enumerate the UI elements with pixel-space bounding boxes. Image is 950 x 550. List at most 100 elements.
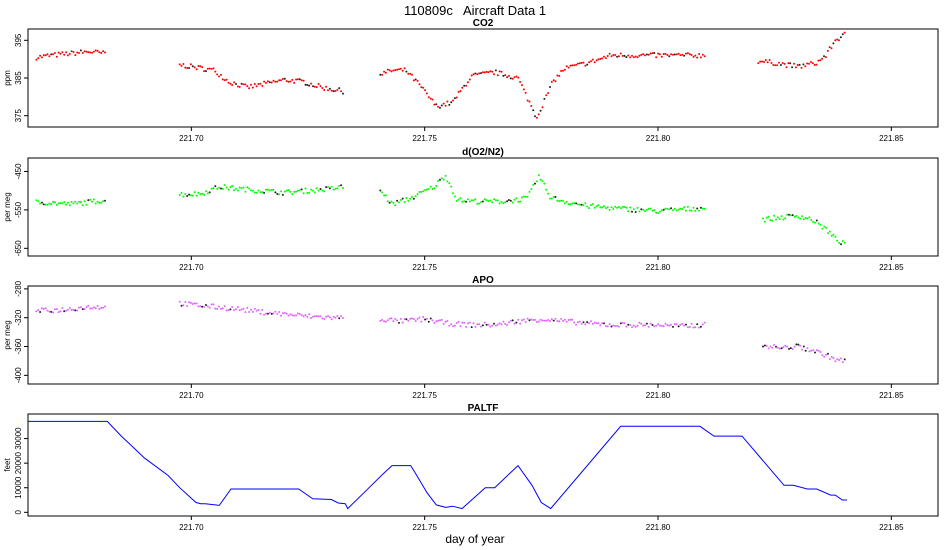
data-point [238, 309, 241, 312]
data-point [381, 73, 384, 76]
data-point [439, 178, 441, 181]
data-point [65, 203, 68, 206]
data-point [612, 208, 615, 210]
data-point [405, 70, 408, 73]
data-point [74, 200, 77, 203]
data-point [195, 68, 198, 71]
data-point [306, 315, 309, 318]
data-point [550, 80, 553, 83]
data-point [679, 323, 682, 326]
data-point [100, 306, 103, 309]
data-point [235, 83, 237, 85]
data-point [694, 209, 697, 212]
data-point [384, 320, 387, 323]
data-point [795, 343, 798, 346]
data-point [547, 319, 550, 321]
data-point [839, 36, 842, 39]
data-point [470, 326, 473, 329]
data-point [191, 303, 194, 305]
data-point [327, 315, 329, 318]
data-point [590, 204, 592, 206]
data-point [591, 322, 594, 325]
y-tick-label: -360 [14, 338, 23, 355]
data-point [608, 323, 611, 325]
data-point [203, 193, 206, 196]
data-point [778, 347, 781, 350]
data-point [466, 81, 469, 84]
data-point [379, 73, 382, 76]
data-point [699, 56, 702, 59]
data-point [390, 200, 393, 203]
data-point [629, 323, 632, 326]
data-point [203, 70, 206, 73]
data-point [491, 324, 494, 327]
data-point [263, 313, 266, 316]
data-point [53, 52, 56, 54]
data-point [504, 201, 507, 204]
data-point [50, 203, 53, 206]
data-point [629, 56, 632, 59]
data-point [265, 188, 267, 191]
data-point [468, 321, 471, 324]
data-point [453, 97, 456, 100]
data-point [446, 180, 449, 183]
data-point [765, 344, 768, 347]
data-point [500, 323, 503, 326]
data-point [319, 188, 322, 190]
data-point [496, 199, 499, 202]
data-point [442, 178, 445, 181]
data-point [70, 200, 73, 203]
data-point [240, 308, 243, 311]
data-point [830, 234, 833, 237]
data-point [507, 74, 510, 77]
data-point [295, 314, 298, 317]
data-point [483, 198, 486, 201]
data-point [429, 317, 432, 320]
data-point [42, 54, 45, 57]
data-point [532, 319, 535, 321]
data-point [85, 306, 88, 308]
data-point [782, 218, 785, 221]
data-point [259, 191, 262, 194]
data-point [448, 182, 451, 185]
data-point [647, 325, 650, 328]
data-point [35, 310, 38, 313]
data-point [104, 51, 106, 54]
data-point [498, 322, 501, 325]
x-tick-label: 221.85 [879, 523, 904, 532]
data-point [806, 62, 809, 65]
data-point [201, 66, 204, 69]
data-point [313, 85, 316, 88]
data-point [701, 323, 704, 326]
data-point [647, 53, 650, 56]
data-point [68, 204, 71, 207]
data-point [686, 326, 689, 329]
data-point [412, 197, 415, 200]
data-point [98, 307, 101, 310]
data-point [223, 305, 226, 308]
data-point [500, 70, 503, 73]
data-point [821, 57, 824, 60]
data-point [651, 324, 654, 326]
data-point [281, 193, 284, 196]
data-point [578, 62, 581, 65]
data-point [642, 324, 645, 327]
data-point [507, 321, 510, 324]
data-point [257, 83, 260, 85]
data-point [91, 200, 93, 203]
data-point [509, 199, 512, 202]
data-point [81, 204, 84, 207]
data-point [52, 53, 55, 56]
data-point [794, 66, 797, 69]
data-point [834, 39, 837, 42]
data-point [416, 79, 419, 82]
data-point [459, 197, 462, 200]
data-point [409, 197, 412, 200]
data-point [821, 354, 824, 357]
data-point [634, 211, 637, 213]
data-point [253, 83, 256, 85]
y-tick-label: 395 [14, 33, 23, 47]
data-point [776, 216, 779, 219]
data-point [610, 206, 613, 209]
data-point [63, 201, 66, 203]
